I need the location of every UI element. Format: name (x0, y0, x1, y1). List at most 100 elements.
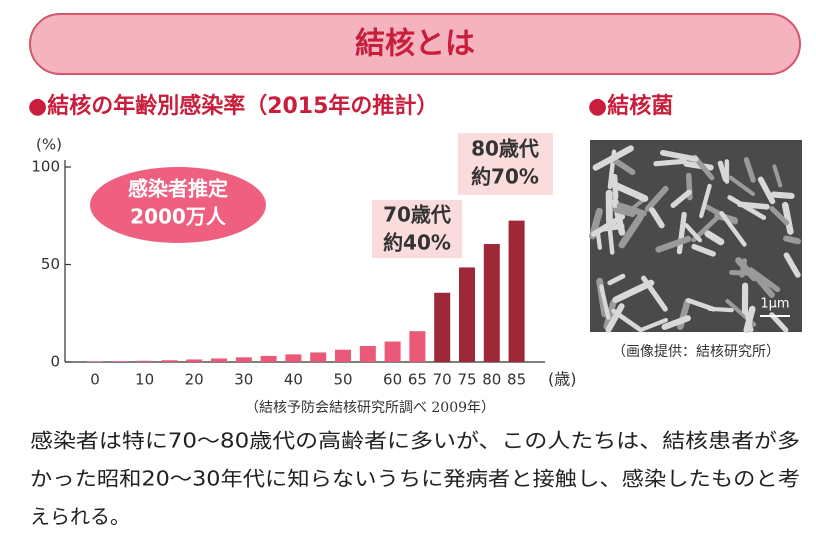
bacterium (618, 213, 644, 249)
bacterium (728, 175, 756, 197)
bar (459, 267, 475, 362)
bacterium (737, 201, 770, 210)
bacterium (605, 303, 625, 333)
x-tick-label: 30 (234, 371, 253, 389)
bacterium (683, 160, 714, 171)
bacterium (638, 317, 669, 333)
bar (310, 352, 327, 362)
annotation-bubble (90, 167, 266, 243)
x-tick-label: 40 (284, 371, 303, 389)
bacterium (653, 158, 687, 167)
bacterium (599, 284, 611, 320)
x-tick-label: 80 (482, 371, 501, 389)
bacterium (644, 185, 669, 212)
bacterium (592, 145, 634, 171)
bar (211, 358, 227, 362)
bacterium (595, 231, 603, 250)
x-tick-label: 20 (185, 371, 204, 389)
header-title: 結核とは (355, 27, 475, 62)
bacterium (685, 298, 716, 312)
chart-title: ●結核の年齢別感染率（2015年の推計） (28, 93, 438, 119)
bacterium (783, 252, 801, 278)
body-line: 感染者は特に70〜80歳代の高齢者に多いが、この人たちは、結核患者が多 (30, 429, 800, 453)
bar (136, 360, 153, 362)
annotation-text: 2000万人 (130, 205, 227, 229)
bacterium (616, 202, 647, 217)
x-tick-label: 50 (333, 371, 352, 389)
bar (186, 359, 203, 362)
annotation-text: 80歳代 (471, 137, 539, 161)
bacterium (772, 164, 783, 188)
y-tick-label: 0 (50, 353, 60, 371)
bacterium (704, 230, 725, 246)
y-tick-label: 100 (31, 158, 60, 176)
bacterium (757, 176, 776, 205)
scale-label: 1μm (760, 297, 789, 312)
bacterium (770, 191, 795, 199)
x-tick-label: 85 (507, 371, 526, 389)
x-tick-label: 0 (90, 371, 100, 389)
bar (434, 292, 451, 362)
annotation-text: 70歳代 (383, 203, 451, 227)
bacterium (691, 243, 716, 257)
bar (285, 354, 302, 362)
bacterium (670, 189, 692, 208)
bacterium (781, 201, 794, 235)
annotation-box (458, 133, 553, 195)
photo-title: ●結核菌 (588, 93, 673, 119)
bar (409, 331, 426, 362)
body-line: えられる。 (30, 505, 130, 529)
bacterium (676, 211, 687, 255)
bacterium (661, 315, 691, 330)
bar (335, 349, 351, 362)
bacterium (743, 308, 754, 333)
bacterium (719, 211, 747, 247)
bacterium (729, 269, 755, 276)
x-tick-label: 65 (408, 371, 427, 389)
bacterium (611, 198, 626, 236)
bar (111, 361, 128, 362)
bacterium (611, 157, 636, 176)
x-tick-label: 60 (383, 371, 402, 389)
annotation-text: 約70% (471, 165, 539, 189)
bar (508, 220, 525, 362)
body-line: かった昭和20〜30年代に知らないうちに発病者と接触し、感染したものと考 (30, 467, 800, 491)
y-axis-label: (%) (36, 136, 62, 154)
bacterium (769, 312, 789, 333)
bacterium (649, 207, 665, 229)
bacterium (743, 157, 756, 183)
bacterium (641, 275, 668, 312)
photo-caption: （画像提供：結核研究所） (612, 344, 780, 360)
bacterium (613, 207, 636, 218)
x-axis-label: (歳) (548, 370, 577, 389)
bacterium (603, 299, 617, 330)
bacterium (783, 235, 801, 245)
bacterium (659, 150, 699, 162)
bar (384, 341, 401, 362)
bar (235, 357, 252, 362)
bar (359, 346, 376, 362)
x-tick-label: 75 (457, 371, 476, 389)
bacterium (655, 235, 692, 253)
bacterium (748, 267, 781, 293)
bar (483, 244, 500, 362)
bacterium (607, 273, 626, 286)
bacterium (717, 160, 728, 182)
bacteria-texture (589, 145, 801, 334)
bacterium (769, 206, 790, 226)
y-tick-label: 50 (41, 255, 60, 273)
bacterium (684, 223, 703, 243)
bar (87, 361, 103, 362)
annotation-box (372, 200, 462, 258)
x-tick-label: 70 (433, 371, 452, 389)
bacterium (612, 279, 655, 304)
bacterium (699, 183, 712, 219)
bar (260, 355, 277, 362)
annotation-text: 約40% (383, 231, 451, 255)
header-band (29, 13, 801, 75)
source-note: （結核予防会結核研究所調べ 2009年） (245, 400, 495, 416)
bacterium (611, 181, 649, 202)
bar (161, 360, 178, 362)
annotation-text: 感染者推定 (128, 177, 228, 201)
